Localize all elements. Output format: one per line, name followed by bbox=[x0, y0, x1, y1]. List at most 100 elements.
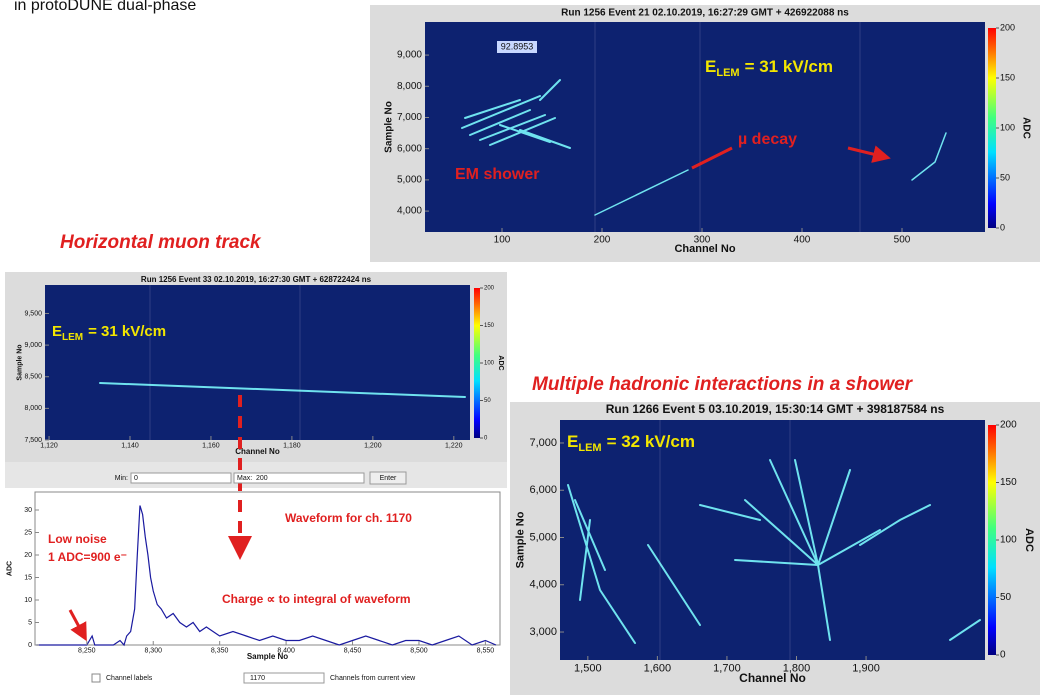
colorbar-tick-label: 150 bbox=[484, 323, 495, 329]
slide-heading: in protoDUNE dual-phase bbox=[14, 0, 196, 14]
colorbar-tick-label: 100 bbox=[1000, 535, 1017, 546]
y-tick-label: 4,000 bbox=[529, 579, 557, 591]
y-axis-label: Sample No bbox=[514, 511, 526, 568]
max-value: 200 bbox=[256, 475, 268, 482]
colorbar-tick-label: 0 bbox=[484, 436, 488, 442]
hint: Channels from current view bbox=[330, 675, 416, 682]
noise-label: Low noise bbox=[48, 532, 107, 546]
x-tick-label: 8,400 bbox=[277, 647, 295, 654]
enter-label: Enter bbox=[380, 475, 397, 482]
x-tick-label: 200 bbox=[594, 235, 611, 246]
y-tick-label: 3,000 bbox=[529, 626, 557, 638]
colorbar bbox=[988, 28, 996, 228]
enter-button[interactable] bbox=[369, 471, 407, 485]
annotations: 92.8953 ELEM = 31 kV/cm µ decay EM shower… bbox=[48, 41, 885, 642]
event-display bbox=[45, 285, 470, 440]
caption: Multiple hadronic interactions in a show… bbox=[532, 374, 914, 395]
y-tick-label: 15 bbox=[24, 574, 32, 581]
y-tick-label: 4,000 bbox=[397, 206, 422, 217]
y-tick-label: 6,000 bbox=[529, 484, 557, 496]
x-axis-label: Sample No bbox=[247, 652, 288, 661]
y-tick-label: 8,000 bbox=[397, 81, 422, 92]
tracks bbox=[99, 22, 981, 660]
y-tick-label: 6,000 bbox=[397, 143, 422, 154]
max-label: Max: bbox=[237, 475, 252, 482]
x-tick-label: 1,900 bbox=[852, 663, 880, 675]
colorbar-tick-label: 50 bbox=[484, 398, 491, 404]
x-tick-label: 8,250 bbox=[78, 647, 96, 654]
colorbar-tick-label: 150 bbox=[1000, 72, 1015, 82]
colorbar bbox=[474, 288, 480, 438]
y-tick-label: 0 bbox=[28, 642, 32, 649]
y-tick-label: 5,000 bbox=[529, 531, 557, 543]
colorbar-tick-label: 150 bbox=[1000, 477, 1017, 488]
colorbar-tick-label: 100 bbox=[484, 361, 495, 367]
colorbar bbox=[988, 425, 996, 655]
decay-label: µ decay bbox=[738, 131, 797, 148]
cursor-box bbox=[497, 41, 537, 53]
min-input[interactable] bbox=[130, 472, 232, 484]
y-tick-label: 20 bbox=[24, 552, 32, 559]
y-axis-label: Sample No bbox=[384, 101, 395, 153]
colorbar-tick-label: 100 bbox=[1000, 122, 1015, 132]
y-tick-label: 7,000 bbox=[529, 437, 557, 449]
x-tick-label: 8,300 bbox=[144, 647, 162, 654]
plot-area bbox=[34, 491, 501, 646]
x-tick-label: 100 bbox=[494, 235, 511, 246]
y-tick-label: 8,000 bbox=[24, 405, 42, 412]
x-tick-label: 8,500 bbox=[410, 647, 428, 654]
y-tick-label: 25 bbox=[24, 529, 32, 536]
y-tick-label: 5,000 bbox=[397, 175, 422, 186]
event-display bbox=[425, 22, 985, 232]
y-tick-label: 5 bbox=[28, 619, 32, 626]
x-tick-label: 300 bbox=[694, 235, 711, 246]
waveform bbox=[36, 505, 497, 647]
x-tick-label: 1,200 bbox=[364, 442, 382, 449]
colorbar-tick-label: 200 bbox=[484, 286, 495, 292]
chart-title: Run 1256 Event 21 02.10.2019, 16:27:29 G… bbox=[561, 8, 849, 19]
x-tick-label: 8,450 bbox=[344, 647, 362, 654]
shower-label: EM shower bbox=[455, 166, 539, 183]
x-tick-label: 500 bbox=[894, 235, 911, 246]
x-tick-label: 1,220 bbox=[445, 442, 463, 449]
x-tick-label: 8,350 bbox=[211, 647, 229, 654]
y-tick-label: 8,500 bbox=[24, 374, 42, 381]
colorbar-tick-label: 50 bbox=[1000, 172, 1010, 182]
colorbar-tick-label: 50 bbox=[1000, 592, 1012, 603]
max-input[interactable] bbox=[233, 472, 365, 484]
x-axis-label: Channel No bbox=[674, 243, 735, 255]
gain-label: 1 ADC=900 e⁻ bbox=[48, 550, 127, 564]
charts: Run 1256 Event 21 02.10.2019, 16:27:29 G… bbox=[5, 5, 1040, 695]
field-label: ELEM = 31 kV/cm bbox=[705, 57, 833, 78]
x-tick-label: 1,180 bbox=[283, 442, 301, 449]
x-tick-label: 1,140 bbox=[121, 442, 139, 449]
y-tick-label: 9,000 bbox=[397, 50, 422, 61]
x-tick-label: 1,800 bbox=[783, 663, 811, 675]
y-tick-label: 30 bbox=[24, 507, 32, 514]
colorbar-label: ADC bbox=[1020, 117, 1031, 139]
y-axis-label: Sample No bbox=[17, 344, 24, 380]
y-tick-label: 9,500 bbox=[24, 310, 42, 317]
y-tick-label: 10 bbox=[24, 597, 32, 604]
min-value: 0 bbox=[134, 475, 138, 482]
checkbox-label: Channel labels bbox=[106, 675, 153, 682]
colorbar-label: ADC bbox=[497, 355, 504, 370]
colorbar-tick-label: 200 bbox=[1000, 420, 1017, 431]
channel-value: 1170 bbox=[250, 675, 265, 682]
channel-input[interactable] bbox=[243, 672, 325, 684]
x-axis-label: Channel No bbox=[739, 671, 806, 685]
colorbar-tick-label: 0 bbox=[1000, 222, 1005, 232]
y-tick-label: 7,000 bbox=[397, 112, 422, 123]
y-tick-label: 7,500 bbox=[24, 437, 42, 444]
controls: Min: 0 Max: 200 Enter Channel labels 117… bbox=[91, 471, 416, 684]
colorbar-tick-label: 0 bbox=[1000, 650, 1006, 661]
cursor-readout: 92.8953 bbox=[501, 41, 534, 51]
x-tick-label: 1,120 bbox=[40, 442, 58, 449]
y-axis-label: ADC bbox=[7, 561, 14, 576]
waveform-label: Waveform for ch. 1170 bbox=[285, 511, 412, 525]
checkbox[interactable] bbox=[91, 673, 101, 683]
caption: Horizontal muon track bbox=[60, 232, 262, 253]
chart-title: Run 1256 Event 33 02.10.2019, 16:27:30 G… bbox=[141, 275, 372, 284]
colorbar-tick-label: 200 bbox=[1000, 22, 1015, 32]
